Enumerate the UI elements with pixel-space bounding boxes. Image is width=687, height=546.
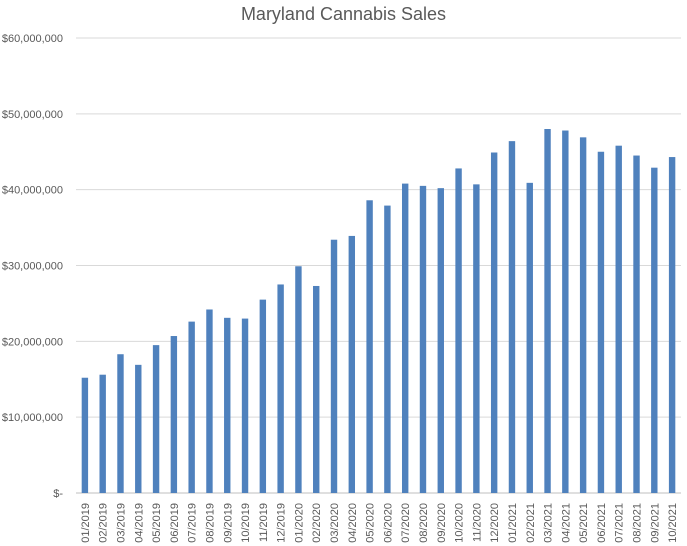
x-tick-label: 03/2020: [329, 503, 341, 543]
x-tick-label: 07/2020: [400, 503, 412, 543]
chart-title: Maryland Cannabis Sales: [240, 4, 447, 24]
x-tick-label: 10/2019: [240, 503, 252, 543]
x-tick-label: 08/2021: [632, 503, 644, 543]
bar: [259, 299, 267, 493]
bar: [348, 235, 356, 494]
x-tick-label: 05/2021: [578, 503, 590, 543]
bar: [651, 167, 658, 494]
x-tick-label: 08/2019: [204, 503, 216, 543]
bar: [330, 239, 338, 493]
bar: [508, 141, 516, 493]
bar: [152, 345, 160, 493]
bar: [81, 377, 89, 493]
y-axis-tick-labels: $- $10,000,000 $20,000,000 $30,000,000 $40,0…: [2, 33, 64, 500]
x-tick-label: 09/2021: [649, 503, 661, 543]
bar: [562, 130, 569, 493]
bar: [401, 183, 409, 493]
x-tick-label: 06/2021: [596, 503, 608, 543]
x-tick-label: 04/2019: [133, 503, 145, 543]
bar: [295, 266, 302, 493]
x-tick-label: 12/2020: [489, 503, 501, 543]
x-tick-label: 07/2019: [187, 503, 199, 543]
bar: [384, 205, 391, 493]
x-tick-label: 03/2021: [543, 503, 555, 543]
x-tick-label: 12/2019: [276, 503, 288, 543]
bar: [99, 374, 106, 493]
bar: [170, 336, 178, 493]
bar: [366, 200, 373, 494]
x-axis-tick-labels: 01/2019 02/2019 03/2019 04/2019 05/2019 06/20…: [80, 503, 679, 543]
x-tick-label: 08/2020: [418, 503, 430, 543]
bar: [615, 145, 622, 493]
x-tick-label: 11/2019: [258, 503, 270, 542]
x-tick-label: 03/2019: [115, 503, 127, 543]
y-tick-label: $30,000,000: [2, 261, 63, 273]
bar: [526, 182, 533, 493]
x-tick-label: 02/2020: [311, 503, 323, 543]
bar: [277, 284, 284, 493]
x-tick-label: 06/2019: [169, 503, 181, 543]
y-tick-label: $10,000,000: [2, 412, 63, 424]
x-tick-label: 10/2021: [667, 503, 679, 543]
x-tick-label: 10/2020: [454, 503, 466, 543]
bar: [224, 317, 231, 493]
x-tick-label: 04/2021: [560, 503, 572, 543]
bar: [135, 364, 142, 493]
bar: [117, 354, 124, 493]
x-tick-label: 06/2020: [382, 503, 394, 543]
bars: [81, 129, 676, 494]
x-tick-label: 09/2019: [222, 503, 234, 543]
bar: [544, 129, 551, 493]
y-tick-label: $-: [53, 488, 63, 500]
x-tick-label: 01/2020: [293, 503, 305, 543]
bar: [437, 188, 444, 493]
x-tick-label: 04/2020: [347, 503, 359, 543]
gridlines: [76, 37, 681, 494]
bar: [241, 318, 249, 493]
bar: [633, 155, 640, 493]
bar: [490, 152, 498, 493]
bar: [579, 137, 587, 493]
bar: [473, 184, 480, 493]
x-tick-label: 09/2020: [436, 503, 448, 543]
bar: [313, 285, 320, 493]
bar: [206, 309, 213, 493]
x-tick-label: 05/2020: [365, 503, 377, 543]
y-tick-label: $50,000,000: [2, 109, 63, 121]
y-tick-label: $40,000,000: [2, 185, 63, 197]
y-tick-label: $20,000,000: [2, 336, 63, 348]
y-tick-label: $60,000,000: [2, 33, 63, 45]
x-tick-label: 02/2019: [98, 503, 110, 543]
x-tick-label: 05/2019: [151, 503, 163, 543]
x-tick-label: 01/2019: [80, 503, 92, 543]
bar: [419, 185, 427, 493]
x-tick-label: 01/2021: [507, 503, 519, 543]
x-tick-label: 02/2021: [525, 503, 537, 543]
bar: [188, 321, 195, 493]
x-tick-label: 07/2021: [614, 503, 626, 543]
bar: [455, 168, 462, 493]
x-tick-label: 11/2020: [471, 503, 483, 542]
bar: [668, 157, 676, 493]
bar: [597, 151, 605, 493]
